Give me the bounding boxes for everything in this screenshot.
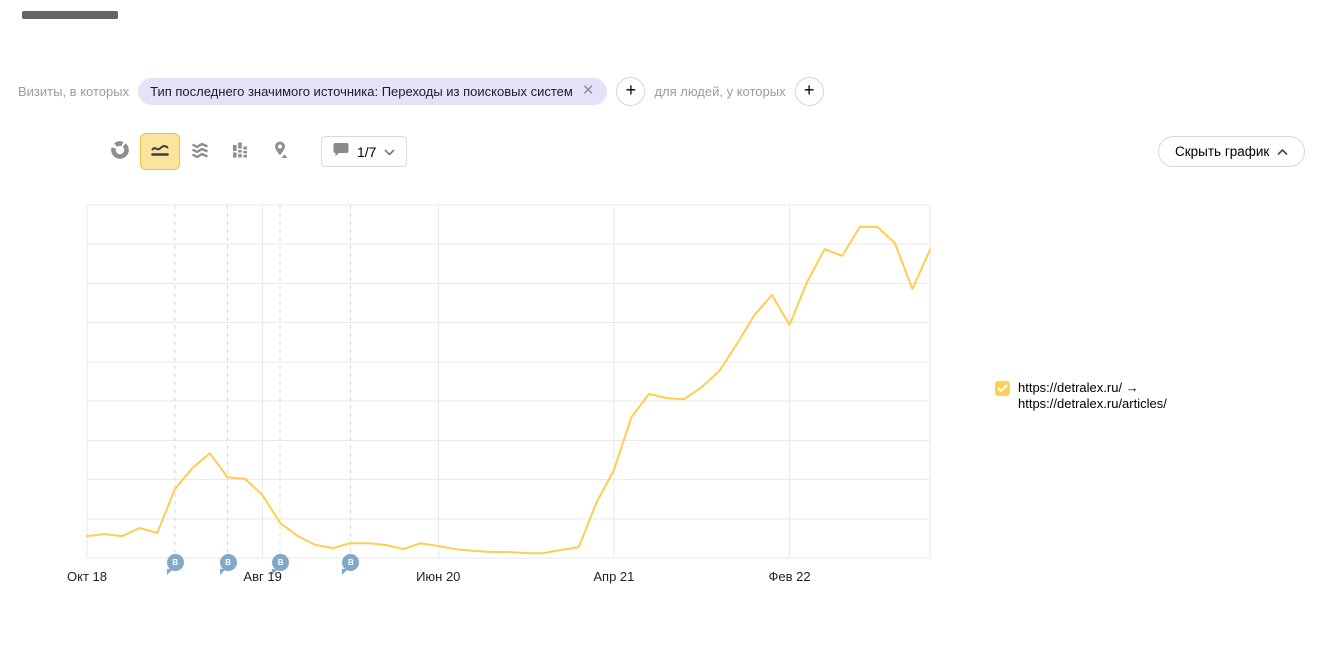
annotation-marker[interactable]: B — [342, 554, 360, 575]
people-filter-label: для людей, у которых — [654, 83, 786, 99]
annotations-dropdown[interactable]: 1/7 — [321, 136, 408, 167]
x-axis-label: Фев 22 — [768, 569, 811, 584]
close-icon[interactable]: ✕ — [581, 82, 595, 99]
add-people-filter-button[interactable]: + — [794, 76, 824, 106]
bar-chart-type-button[interactable] — [220, 133, 260, 170]
line-chart-icon — [149, 139, 171, 164]
visits-filter-label: Визиты, в которых — [18, 83, 130, 99]
bar-chart-icon — [229, 139, 251, 164]
add-visit-filter-button[interactable]: + — [616, 76, 646, 106]
chevron-up-icon — [1277, 144, 1288, 159]
stacked-area-icon — [189, 139, 211, 164]
x-axis-label: Июн 20 — [416, 569, 461, 584]
annotation-marker[interactable]: B — [219, 554, 237, 575]
legend-checkbox[interactable] — [995, 381, 1010, 396]
map-pin-icon — [269, 139, 291, 164]
x-axis-label: Окт 18 — [67, 569, 107, 584]
pie-chart-icon — [109, 139, 131, 164]
filter-chip[interactable]: Тип последнего значимого источника: Пере… — [138, 77, 608, 105]
hide-chart-label: Скрыть график — [1175, 144, 1270, 159]
annotations-count: 1/7 — [357, 143, 377, 160]
segment-bar: Визиты, в которых Тип последнего значимо… — [18, 76, 824, 106]
legend-item[interactable]: https://detralex.ru/ → https://detralex.… — [995, 380, 1167, 412]
legend-label-line1: https://detralex.ru/ → — [1018, 380, 1139, 395]
legend-label-line2: https://detralex.ru/articles/ — [1018, 396, 1167, 411]
pie-chart-type-button[interactable] — [100, 133, 140, 170]
chart-toolbar: 1/7 — [100, 133, 408, 170]
map-chart-type-button[interactable] — [260, 133, 300, 170]
cropped-top-content — [22, 11, 118, 19]
legend-label: https://detralex.ru/ → https://detralex.… — [1018, 380, 1167, 412]
chart-svg — [86, 204, 931, 559]
line-chart-type-button[interactable] — [140, 133, 180, 170]
filter-chip-label: Тип последнего значимого источника: Пере… — [150, 83, 573, 99]
hide-chart-button[interactable]: Скрыть график — [1158, 136, 1306, 167]
comment-bubble-icon — [333, 142, 349, 162]
chevron-down-icon — [384, 143, 396, 161]
stacked-area-type-button[interactable] — [180, 133, 220, 170]
annotation-marker[interactable]: B — [272, 554, 290, 575]
annotation-marker[interactable]: B — [166, 554, 184, 575]
x-axis-label: Апр 21 — [593, 569, 635, 584]
